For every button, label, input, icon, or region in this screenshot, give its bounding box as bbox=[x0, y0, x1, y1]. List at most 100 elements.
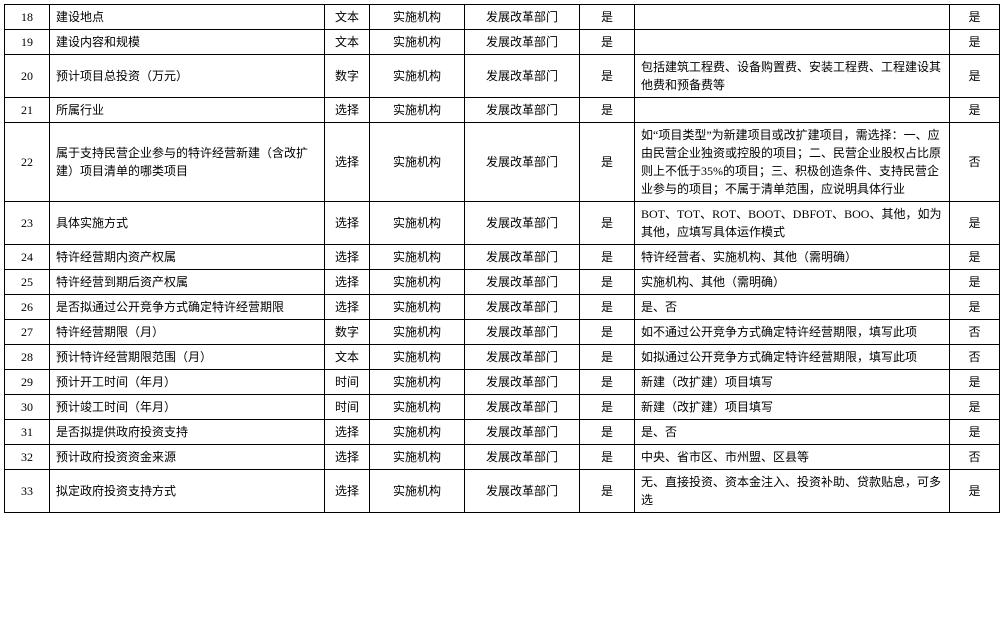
cell-type: 选择 bbox=[325, 270, 370, 295]
cell-bool2: 是 bbox=[950, 30, 1000, 55]
cell-bool1: 是 bbox=[580, 420, 635, 445]
cell-type: 选择 bbox=[325, 202, 370, 245]
cell-bool1: 是 bbox=[580, 295, 635, 320]
data-table: 18建设地点文本实施机构发展改革部门是是19建设内容和规模文本实施机构发展改革部… bbox=[4, 4, 1000, 513]
cell-dept: 发展改革部门 bbox=[465, 370, 580, 395]
table-row: 29预计开工时间（年月）时间实施机构发展改革部门是新建（改扩建）项目填写是 bbox=[5, 370, 1000, 395]
cell-desc: 预计项目总投资（万元） bbox=[50, 55, 325, 98]
cell-note bbox=[635, 30, 950, 55]
cell-note: 实施机构、其他（需明确） bbox=[635, 270, 950, 295]
cell-num: 25 bbox=[5, 270, 50, 295]
table-row: 31是否拟提供政府投资支持选择实施机构发展改革部门是是、否是 bbox=[5, 420, 1000, 445]
cell-num: 24 bbox=[5, 245, 50, 270]
cell-org: 实施机构 bbox=[370, 320, 465, 345]
cell-note: 是、否 bbox=[635, 420, 950, 445]
cell-dept: 发展改革部门 bbox=[465, 345, 580, 370]
cell-desc: 预计特许经营期限范围（月） bbox=[50, 345, 325, 370]
cell-org: 实施机构 bbox=[370, 270, 465, 295]
cell-dept: 发展改革部门 bbox=[465, 55, 580, 98]
table-row: 26是否拟通过公开竞争方式确定特许经营期限选择实施机构发展改革部门是是、否是 bbox=[5, 295, 1000, 320]
cell-num: 28 bbox=[5, 345, 50, 370]
cell-bool1: 是 bbox=[580, 30, 635, 55]
cell-desc: 建设地点 bbox=[50, 5, 325, 30]
cell-desc: 具体实施方式 bbox=[50, 202, 325, 245]
cell-org: 实施机构 bbox=[370, 470, 465, 513]
table-row: 33拟定政府投资支持方式选择实施机构发展改革部门是无、直接投资、资本金注入、投资… bbox=[5, 470, 1000, 513]
table-row: 24特许经营期内资产权属选择实施机构发展改革部门是特许经营者、实施机构、其他（需… bbox=[5, 245, 1000, 270]
cell-note bbox=[635, 5, 950, 30]
cell-dept: 发展改革部门 bbox=[465, 5, 580, 30]
cell-desc: 特许经营期限（月） bbox=[50, 320, 325, 345]
cell-note: 是、否 bbox=[635, 295, 950, 320]
cell-type: 选择 bbox=[325, 245, 370, 270]
cell-type: 选择 bbox=[325, 470, 370, 513]
cell-bool1: 是 bbox=[580, 270, 635, 295]
cell-org: 实施机构 bbox=[370, 98, 465, 123]
cell-num: 18 bbox=[5, 5, 50, 30]
cell-bool1: 是 bbox=[580, 98, 635, 123]
cell-bool2: 否 bbox=[950, 345, 1000, 370]
cell-bool1: 是 bbox=[580, 5, 635, 30]
cell-type: 数字 bbox=[325, 55, 370, 98]
cell-bool2: 是 bbox=[950, 420, 1000, 445]
cell-type: 文本 bbox=[325, 345, 370, 370]
cell-bool1: 是 bbox=[580, 55, 635, 98]
cell-bool2: 是 bbox=[950, 470, 1000, 513]
cell-bool1: 是 bbox=[580, 245, 635, 270]
cell-dept: 发展改革部门 bbox=[465, 270, 580, 295]
cell-note: 新建（改扩建）项目填写 bbox=[635, 370, 950, 395]
cell-dept: 发展改革部门 bbox=[465, 445, 580, 470]
table-row: 27特许经营期限（月）数字实施机构发展改革部门是如不通过公开竞争方式确定特许经营… bbox=[5, 320, 1000, 345]
cell-num: 30 bbox=[5, 395, 50, 420]
cell-desc: 特许经营期内资产权属 bbox=[50, 245, 325, 270]
cell-note: 包括建筑工程费、设备购置费、安装工程费、工程建设其他费和预备费等 bbox=[635, 55, 950, 98]
cell-desc: 特许经营到期后资产权属 bbox=[50, 270, 325, 295]
cell-org: 实施机构 bbox=[370, 345, 465, 370]
cell-note: 新建（改扩建）项目填写 bbox=[635, 395, 950, 420]
cell-note: 如拟通过公开竞争方式确定特许经营期限，填写此项 bbox=[635, 345, 950, 370]
cell-org: 实施机构 bbox=[370, 30, 465, 55]
table-row: 18建设地点文本实施机构发展改革部门是是 bbox=[5, 5, 1000, 30]
cell-num: 22 bbox=[5, 123, 50, 202]
cell-bool1: 是 bbox=[580, 395, 635, 420]
cell-bool1: 是 bbox=[580, 123, 635, 202]
cell-org: 实施机构 bbox=[370, 395, 465, 420]
cell-dept: 发展改革部门 bbox=[465, 245, 580, 270]
cell-note: 无、直接投资、资本金注入、投资补助、贷款贴息，可多选 bbox=[635, 470, 950, 513]
cell-dept: 发展改革部门 bbox=[465, 123, 580, 202]
cell-bool1: 是 bbox=[580, 320, 635, 345]
table-row: 28预计特许经营期限范围（月）文本实施机构发展改革部门是如拟通过公开竞争方式确定… bbox=[5, 345, 1000, 370]
cell-type: 选择 bbox=[325, 123, 370, 202]
cell-type: 文本 bbox=[325, 30, 370, 55]
cell-type: 时间 bbox=[325, 395, 370, 420]
cell-org: 实施机构 bbox=[370, 245, 465, 270]
cell-org: 实施机构 bbox=[370, 202, 465, 245]
cell-note: BOT、TOT、ROT、BOOT、DBFOT、BOO、其他，如为其他，应填写具体… bbox=[635, 202, 950, 245]
cell-num: 27 bbox=[5, 320, 50, 345]
table-row: 32预计政府投资资金来源选择实施机构发展改革部门是中央、省市区、市州盟、区县等否 bbox=[5, 445, 1000, 470]
cell-org: 实施机构 bbox=[370, 295, 465, 320]
cell-bool1: 是 bbox=[580, 345, 635, 370]
cell-num: 21 bbox=[5, 98, 50, 123]
cell-num: 23 bbox=[5, 202, 50, 245]
cell-num: 26 bbox=[5, 295, 50, 320]
cell-org: 实施机构 bbox=[370, 420, 465, 445]
table-row: 21所属行业选择实施机构发展改革部门是是 bbox=[5, 98, 1000, 123]
cell-num: 19 bbox=[5, 30, 50, 55]
cell-desc: 预计政府投资资金来源 bbox=[50, 445, 325, 470]
cell-desc: 拟定政府投资支持方式 bbox=[50, 470, 325, 513]
cell-desc: 所属行业 bbox=[50, 98, 325, 123]
cell-org: 实施机构 bbox=[370, 370, 465, 395]
cell-desc: 是否拟提供政府投资支持 bbox=[50, 420, 325, 445]
cell-bool1: 是 bbox=[580, 470, 635, 513]
cell-bool1: 是 bbox=[580, 202, 635, 245]
cell-note: 中央、省市区、市州盟、区县等 bbox=[635, 445, 950, 470]
cell-type: 选择 bbox=[325, 420, 370, 445]
cell-dept: 发展改革部门 bbox=[465, 98, 580, 123]
cell-bool2: 是 bbox=[950, 98, 1000, 123]
cell-dept: 发展改革部门 bbox=[465, 320, 580, 345]
cell-desc: 预计竣工时间（年月） bbox=[50, 395, 325, 420]
cell-type: 选择 bbox=[325, 445, 370, 470]
table-row: 23具体实施方式选择实施机构发展改革部门是BOT、TOT、ROT、BOOT、DB… bbox=[5, 202, 1000, 245]
cell-type: 选择 bbox=[325, 98, 370, 123]
